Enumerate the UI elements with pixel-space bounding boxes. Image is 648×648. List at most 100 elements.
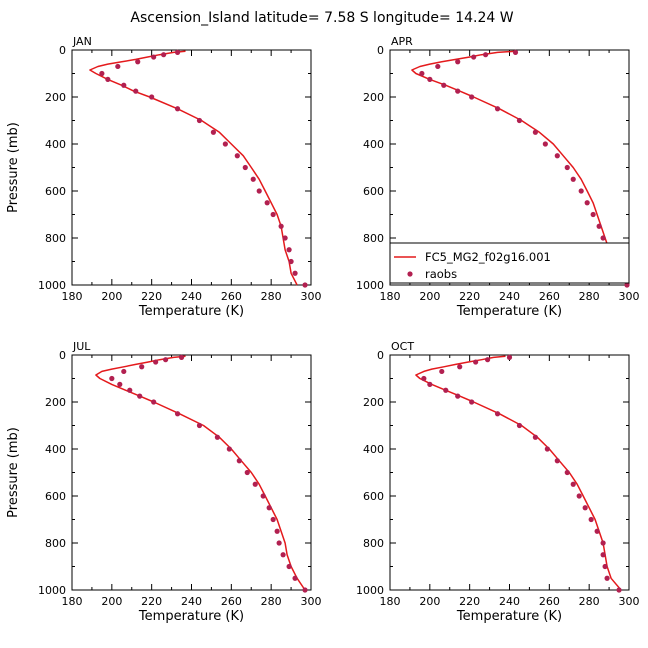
x-tick-label: 260 — [221, 595, 242, 608]
raobs-point — [109, 375, 115, 382]
plot-frame — [389, 354, 630, 591]
raobs-point — [153, 359, 159, 365]
x-axis-title: Temperature (K) — [456, 609, 562, 624]
raobs-point — [516, 117, 523, 124]
x-tick-label: 240 — [499, 595, 520, 608]
legend-label-model: FC5_MG2_f02g16.001 — [425, 250, 551, 264]
raobs-point — [554, 458, 560, 464]
raobs-point — [624, 282, 630, 288]
panel-label: JAN — [72, 35, 92, 48]
plot-frame — [71, 354, 312, 591]
x-tick-label: 260 — [221, 290, 242, 303]
y-tick-label: 400 — [363, 138, 384, 151]
raobs-point — [244, 469, 250, 476]
x-tick-label: 300 — [619, 595, 640, 608]
raobs-point — [133, 88, 139, 94]
raobs-point — [282, 235, 288, 241]
x-tick-label: 300 — [301, 595, 322, 608]
raobs-point — [264, 200, 270, 206]
raobs-point — [270, 211, 276, 218]
y-tick-label: 800 — [45, 537, 66, 550]
x-tick-label: 240 — [181, 595, 202, 608]
raobs-point — [469, 94, 475, 100]
x-tick-label: 180 — [62, 595, 83, 608]
raobs-point — [542, 141, 548, 147]
raobs-point — [210, 129, 217, 135]
y-tick-label: 800 — [363, 232, 384, 245]
y-tick-label: 0 — [59, 349, 66, 362]
x-axis-title: Temperature (K) — [138, 609, 244, 624]
raobs-point — [435, 63, 441, 70]
raobs-point — [174, 49, 181, 55]
x-tick-label: 180 — [380, 290, 401, 303]
raobs-point — [600, 540, 606, 546]
raobs-point — [196, 422, 203, 429]
raobs-point — [280, 552, 286, 558]
raobs-point — [234, 153, 240, 159]
raobs-point — [439, 368, 445, 375]
raobs-point — [469, 399, 475, 405]
y-tick-label: 400 — [45, 443, 66, 456]
raobs-point — [302, 282, 308, 288]
raobs-point — [276, 540, 282, 546]
raobs-point — [484, 357, 491, 363]
panel-label: OCT — [391, 340, 414, 353]
raobs-point — [117, 381, 123, 387]
raobs-point — [600, 235, 606, 241]
raobs-point — [457, 364, 463, 370]
x-tick-label: 220 — [459, 290, 480, 303]
panel-label: APR — [391, 35, 413, 48]
raobs-point — [196, 117, 203, 124]
x-tick-label: 200 — [419, 595, 440, 608]
raobs-point — [443, 387, 449, 393]
raobs-point — [270, 516, 276, 523]
y-tick-label: 200 — [363, 396, 384, 409]
raobs-point — [139, 364, 145, 370]
raobs-point — [596, 223, 602, 229]
model-line-jul — [95, 355, 306, 591]
raobs-point — [266, 505, 272, 511]
plot-frame — [71, 49, 312, 286]
raobs-point — [582, 505, 588, 511]
raobs-point — [242, 164, 248, 171]
x-tick-label: 280 — [579, 595, 600, 608]
x-tick-label: 300 — [619, 290, 640, 303]
raobs-point — [455, 59, 461, 65]
raobs-point — [149, 94, 155, 100]
raobs-point — [137, 393, 143, 399]
x-tick-label: 180 — [380, 595, 401, 608]
y-tick-label: 800 — [45, 232, 66, 245]
raobs-point — [174, 411, 181, 417]
legend-label-raobs: raobs — [425, 267, 457, 281]
y-tick-label: 0 — [377, 349, 384, 362]
raobs-point — [260, 493, 266, 499]
raobs-point — [250, 176, 256, 182]
raobs-point — [419, 70, 425, 77]
chart-title: Ascension_Island latitude= 7.58 S longit… — [130, 10, 513, 26]
x-tick-label: 280 — [579, 290, 600, 303]
x-tick-label: 240 — [181, 290, 202, 303]
y-tick-label: 600 — [45, 185, 66, 198]
raobs-point — [99, 70, 105, 77]
raobs-point — [105, 76, 111, 82]
raobs-point — [151, 399, 157, 405]
y-tick-label: 400 — [45, 138, 66, 151]
raobs-point — [292, 270, 298, 276]
model-line-apr — [411, 50, 628, 286]
raobs-point — [214, 434, 220, 440]
raobs-point — [174, 106, 181, 112]
raobs-point — [274, 528, 280, 534]
y-tick-label: 800 — [363, 537, 384, 550]
raobs-point — [292, 575, 298, 581]
raobs-point — [532, 434, 538, 440]
raobs-point — [121, 82, 127, 88]
y-tick-label: 1000 — [38, 584, 66, 597]
raobs-point — [516, 422, 523, 429]
raobs-point — [584, 200, 590, 206]
panel-jan: JAN 180 200 220 240 260 280 300 0 200 400 600 800 100… — [6, 35, 322, 319]
raobs-point — [532, 129, 538, 135]
x-tick-label: 220 — [141, 290, 162, 303]
panel-jul: JUL 180 200 220 240 260 280 300 0 200 400 600 800 100… — [6, 340, 322, 624]
x-tick-label: 260 — [539, 595, 560, 608]
